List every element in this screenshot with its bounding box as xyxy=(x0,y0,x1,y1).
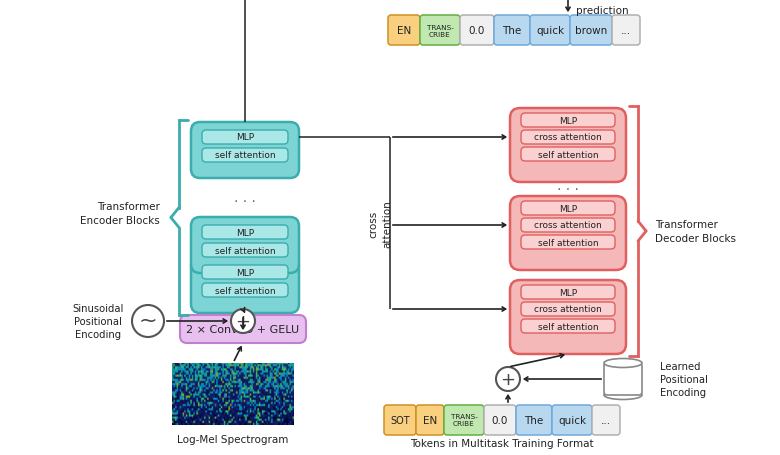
Text: TRANS-
CRIBE: TRANS- CRIBE xyxy=(451,414,477,427)
FancyBboxPatch shape xyxy=(388,16,420,46)
FancyBboxPatch shape xyxy=(202,131,288,145)
FancyBboxPatch shape xyxy=(521,148,615,162)
FancyBboxPatch shape xyxy=(191,123,299,179)
FancyBboxPatch shape xyxy=(552,405,592,435)
FancyBboxPatch shape xyxy=(592,405,620,435)
FancyBboxPatch shape xyxy=(604,363,642,395)
FancyBboxPatch shape xyxy=(521,302,615,316)
FancyBboxPatch shape xyxy=(510,109,626,182)
Text: 0.0: 0.0 xyxy=(469,26,485,36)
Text: 0.0: 0.0 xyxy=(492,415,509,425)
FancyBboxPatch shape xyxy=(510,280,626,354)
FancyBboxPatch shape xyxy=(521,114,615,128)
Text: The: The xyxy=(502,26,522,36)
Ellipse shape xyxy=(604,359,642,368)
FancyBboxPatch shape xyxy=(510,197,626,270)
FancyBboxPatch shape xyxy=(180,315,306,343)
Text: cross attention: cross attention xyxy=(534,305,602,314)
Text: Tokens in Multitask Training Format: Tokens in Multitask Training Format xyxy=(410,438,594,448)
FancyBboxPatch shape xyxy=(202,283,288,298)
FancyBboxPatch shape xyxy=(202,265,288,279)
Text: +: + xyxy=(501,370,516,388)
FancyBboxPatch shape xyxy=(570,16,612,46)
Text: quick: quick xyxy=(536,26,564,36)
FancyBboxPatch shape xyxy=(202,243,288,258)
Text: . . .: . . . xyxy=(234,191,256,205)
Text: cross
attention: cross attention xyxy=(368,200,392,248)
Text: self attention: self attention xyxy=(537,238,598,247)
Text: next-token
prediction: next-token prediction xyxy=(576,0,632,15)
FancyBboxPatch shape xyxy=(202,149,288,162)
Text: MLP: MLP xyxy=(236,228,254,237)
FancyBboxPatch shape xyxy=(191,258,299,313)
FancyBboxPatch shape xyxy=(420,16,460,46)
FancyBboxPatch shape xyxy=(521,131,615,145)
Text: The: The xyxy=(524,415,544,425)
FancyBboxPatch shape xyxy=(416,405,444,435)
FancyBboxPatch shape xyxy=(494,16,530,46)
Text: cross attention: cross attention xyxy=(534,133,602,142)
FancyBboxPatch shape xyxy=(521,218,615,233)
Text: Transformer
Decoder Blocks: Transformer Decoder Blocks xyxy=(655,219,736,243)
Text: quick: quick xyxy=(558,415,586,425)
Text: cross attention: cross attention xyxy=(534,221,602,230)
Text: self attention: self attention xyxy=(537,322,598,331)
Text: self attention: self attention xyxy=(215,286,275,295)
Text: EN: EN xyxy=(397,26,411,36)
Text: Sinusoidal
Positional
Encoding: Sinusoidal Positional Encoding xyxy=(73,303,124,339)
Text: ...: ... xyxy=(621,26,631,36)
Text: ...: ... xyxy=(601,415,611,425)
Text: brown: brown xyxy=(575,26,607,36)
FancyBboxPatch shape xyxy=(444,405,484,435)
Text: MLP: MLP xyxy=(559,116,577,125)
Text: EN: EN xyxy=(423,415,437,425)
Text: Transformer
Encoder Blocks: Transformer Encoder Blocks xyxy=(80,201,160,225)
FancyBboxPatch shape xyxy=(521,285,615,299)
Text: self attention: self attention xyxy=(537,150,598,159)
FancyBboxPatch shape xyxy=(612,16,640,46)
Text: Log-Mel Spectrogram: Log-Mel Spectrogram xyxy=(177,434,289,444)
Text: Learned
Positional
Encoding: Learned Positional Encoding xyxy=(660,361,708,397)
FancyBboxPatch shape xyxy=(530,16,570,46)
FancyBboxPatch shape xyxy=(191,217,299,273)
Circle shape xyxy=(231,309,255,333)
Text: +: + xyxy=(236,312,250,330)
Circle shape xyxy=(132,305,164,337)
Text: SOT: SOT xyxy=(390,415,410,425)
Text: 2 × Conv1D + GELU: 2 × Conv1D + GELU xyxy=(186,324,300,334)
FancyBboxPatch shape xyxy=(484,405,516,435)
FancyBboxPatch shape xyxy=(460,16,494,46)
FancyBboxPatch shape xyxy=(521,236,615,249)
Text: MLP: MLP xyxy=(236,268,254,277)
FancyBboxPatch shape xyxy=(202,226,288,239)
Text: ~: ~ xyxy=(139,310,158,330)
FancyBboxPatch shape xyxy=(516,405,552,435)
Text: MLP: MLP xyxy=(559,288,577,297)
Text: TRANS-
CRIBE: TRANS- CRIBE xyxy=(427,25,453,37)
Ellipse shape xyxy=(604,391,642,399)
FancyBboxPatch shape xyxy=(521,319,615,333)
Text: self attention: self attention xyxy=(215,246,275,255)
FancyBboxPatch shape xyxy=(521,202,615,216)
Text: MLP: MLP xyxy=(559,204,577,213)
Circle shape xyxy=(496,367,520,391)
Text: . . .: . . . xyxy=(557,179,579,192)
Text: self attention: self attention xyxy=(215,151,275,160)
FancyBboxPatch shape xyxy=(384,405,416,435)
Text: MLP: MLP xyxy=(236,133,254,142)
